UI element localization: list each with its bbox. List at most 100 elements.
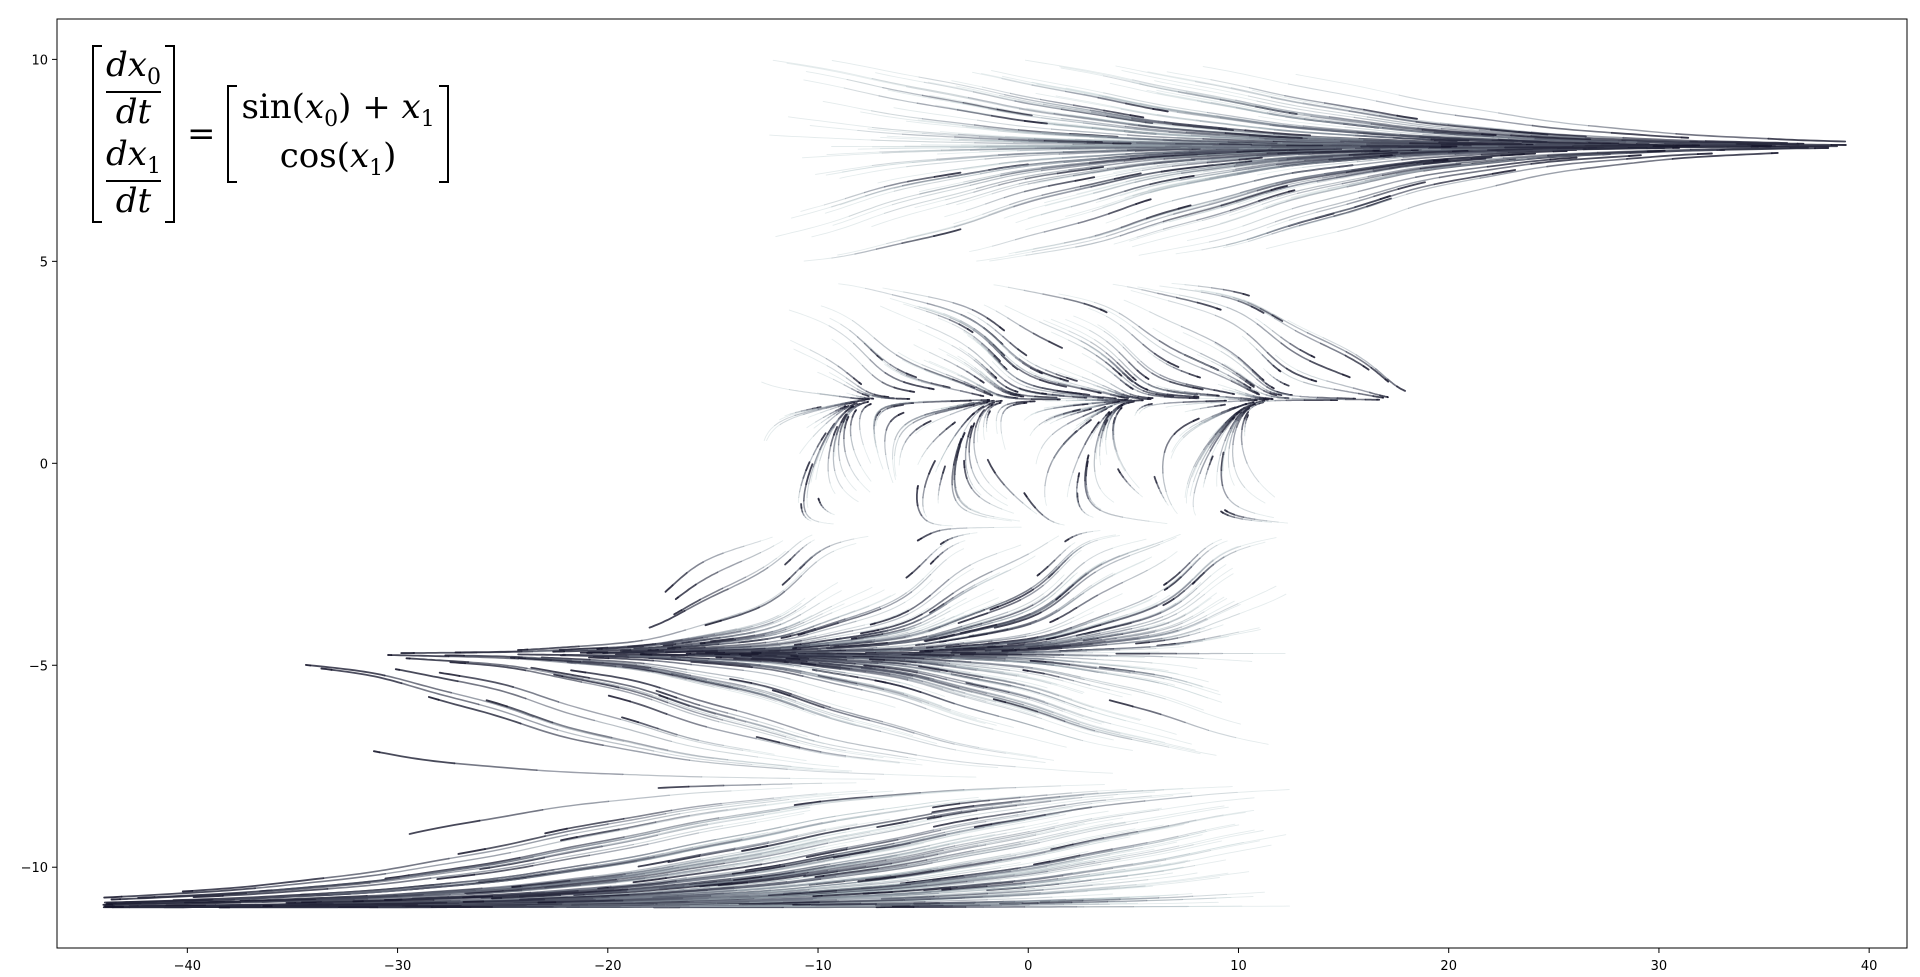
streamline-segment [1489, 128, 1549, 136]
streamline-segment [1495, 148, 1585, 153]
streamline-segment [1370, 123, 1424, 131]
streamline-segment [1351, 160, 1422, 171]
streamline-segment [1358, 176, 1441, 199]
streamline-segment [1153, 475, 1158, 484]
streamline-segment [1422, 157, 1487, 165]
streamline-segment [1033, 172, 1093, 185]
streamline-segment [804, 510, 811, 519]
streamline-segment [1347, 193, 1408, 214]
streamline-segment [769, 134, 873, 141]
streamline-segment [898, 456, 901, 466]
streamline-segment [981, 363, 988, 370]
streamline-segment [962, 420, 972, 435]
streamline-segment [1186, 173, 1239, 185]
streamline-segment [713, 686, 795, 711]
streamline-segment [1433, 172, 1494, 186]
streamline-segment [1059, 395, 1074, 398]
streamline-segment [1038, 419, 1047, 426]
streamline-segment [1250, 519, 1263, 523]
streamline-segment [1156, 159, 1213, 167]
streamline-segment [1127, 540, 1164, 554]
streamline-segment [1043, 404, 1071, 409]
streamline-segment [1179, 174, 1195, 180]
streamline-segment [829, 482, 836, 494]
streamline-segment [1115, 65, 1197, 83]
streamline-segment [872, 158, 938, 167]
streamline-segment [1231, 443, 1235, 467]
streamline-segment [1058, 357, 1093, 375]
streamline-segment [993, 382, 1003, 390]
streamline-segment [843, 437, 846, 453]
streamline-segment [1106, 136, 1164, 141]
streamline-segment [969, 508, 995, 518]
streamline-segment [1396, 167, 1432, 175]
streamline-segment [895, 354, 926, 370]
streamline-segment [1283, 383, 1290, 387]
streamline-segment [1125, 480, 1131, 487]
streamline-segment [1189, 638, 1206, 643]
streamline-segment [1233, 397, 1244, 400]
streamline-segment [1220, 410, 1229, 415]
streamline-segment [1084, 431, 1093, 445]
streamline-segment [1147, 402, 1153, 406]
streamline-segment [927, 81, 1020, 102]
streamline-segment [1217, 383, 1236, 391]
streamline-segment [1059, 66, 1187, 93]
streamline-segment [1048, 409, 1075, 419]
streamline-segment [1241, 335, 1251, 344]
streamline-segment [967, 311, 979, 319]
streamline-segment [1341, 174, 1384, 185]
streamline-segment [1162, 219, 1198, 230]
streamline-segment [1001, 508, 1014, 514]
streamline-segment [1336, 397, 1355, 400]
streamline-segment [1530, 155, 1630, 165]
streamline-segment [1270, 395, 1279, 399]
streamline-segment [1269, 389, 1279, 394]
streamline-segment [1121, 516, 1150, 522]
streamline-segment [873, 418, 877, 427]
streamline-segment [1224, 509, 1228, 513]
streamline-segment [922, 400, 953, 404]
streamline-segment [1014, 390, 1019, 393]
streamline-segment [1163, 433, 1176, 453]
streamline-segment [1237, 506, 1256, 514]
streamline-segment [1114, 374, 1122, 381]
streamline-segment [963, 173, 1002, 183]
streamline-segment [1061, 117, 1127, 128]
streamline-segment [1090, 341, 1108, 354]
streamline-segment [953, 597, 999, 618]
streamline-segment [851, 394, 858, 397]
streamline-segment [1125, 469, 1140, 489]
streamline-segment [1201, 685, 1219, 692]
streamline-segment [976, 386, 990, 393]
streamline-segment [844, 450, 851, 467]
streamline-segment [1018, 368, 1041, 381]
streamline-segment [1396, 385, 1407, 392]
streamline-segment [934, 305, 968, 319]
streamline-segment [1372, 162, 1418, 171]
streamline-segment [1276, 175, 1369, 198]
streamline-segment [932, 414, 951, 423]
streamline-segment [1122, 476, 1128, 483]
streamline-segment [1145, 200, 1215, 221]
streamline-segment [923, 81, 975, 93]
streamline-segment [1438, 163, 1533, 179]
streamline-segment [774, 414, 796, 427]
streamline-segment [875, 396, 883, 399]
streamline-segment [1265, 382, 1273, 389]
streamline-segment [915, 423, 925, 431]
streamline-segment [843, 427, 846, 440]
streamline-segment [1092, 407, 1106, 414]
streamline-segment [1053, 405, 1065, 409]
streamline-segment [304, 663, 312, 667]
streamline-segment [1052, 123, 1149, 134]
streamline-segment [884, 429, 888, 442]
streamline-segment [1001, 75, 1100, 96]
streamline-segment [1265, 230, 1339, 250]
streamline-segment [1255, 400, 1264, 404]
streamline-segment [1132, 229, 1200, 248]
streamline-segment [1120, 217, 1148, 229]
streamline-segment [827, 413, 835, 419]
streamline-segment [1137, 124, 1227, 134]
streamline-segment [1093, 172, 1183, 194]
